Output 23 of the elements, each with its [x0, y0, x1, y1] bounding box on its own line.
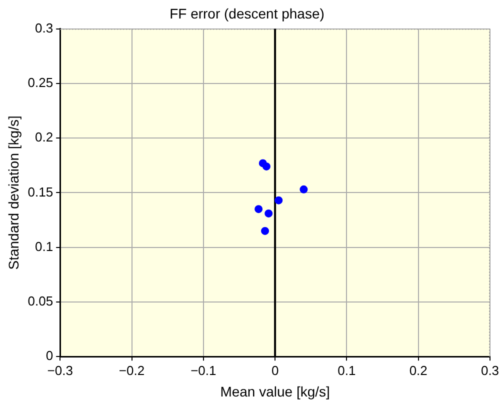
y-tick-label: 0.25 [28, 75, 54, 90]
y-tick-label: 0.2 [35, 130, 54, 145]
point [262, 162, 270, 170]
y-tick-label: 0.3 [35, 20, 54, 36]
y-tick-label: 0.05 [28, 294, 54, 309]
point [300, 185, 308, 194]
x-axis-title: Mean value [kg/s] [220, 383, 330, 400]
x-tick-label: 0 [271, 362, 279, 378]
y-tick-label: 0.1 [35, 238, 54, 254]
y-tick-label: 0.15 [28, 184, 54, 200]
point [274, 196, 283, 204]
x-tick-label: −0.2 [118, 362, 145, 378]
point [254, 205, 263, 214]
x-tick-label: 0.2 [409, 362, 428, 378]
x-tick-label: −0.3 [47, 362, 73, 378]
point [264, 209, 273, 218]
y-tick-label: 0 [46, 348, 54, 364]
x-tick-label: 0.1 [338, 362, 356, 378]
point [261, 226, 270, 235]
x-tick-label: −0.1 [190, 362, 216, 378]
x-tick-label: 0.3 [480, 362, 500, 378]
y-axis-title: Standard deviation [kg/s] [5, 116, 22, 270]
chart-title: FF error (descent phase) [170, 5, 324, 22]
